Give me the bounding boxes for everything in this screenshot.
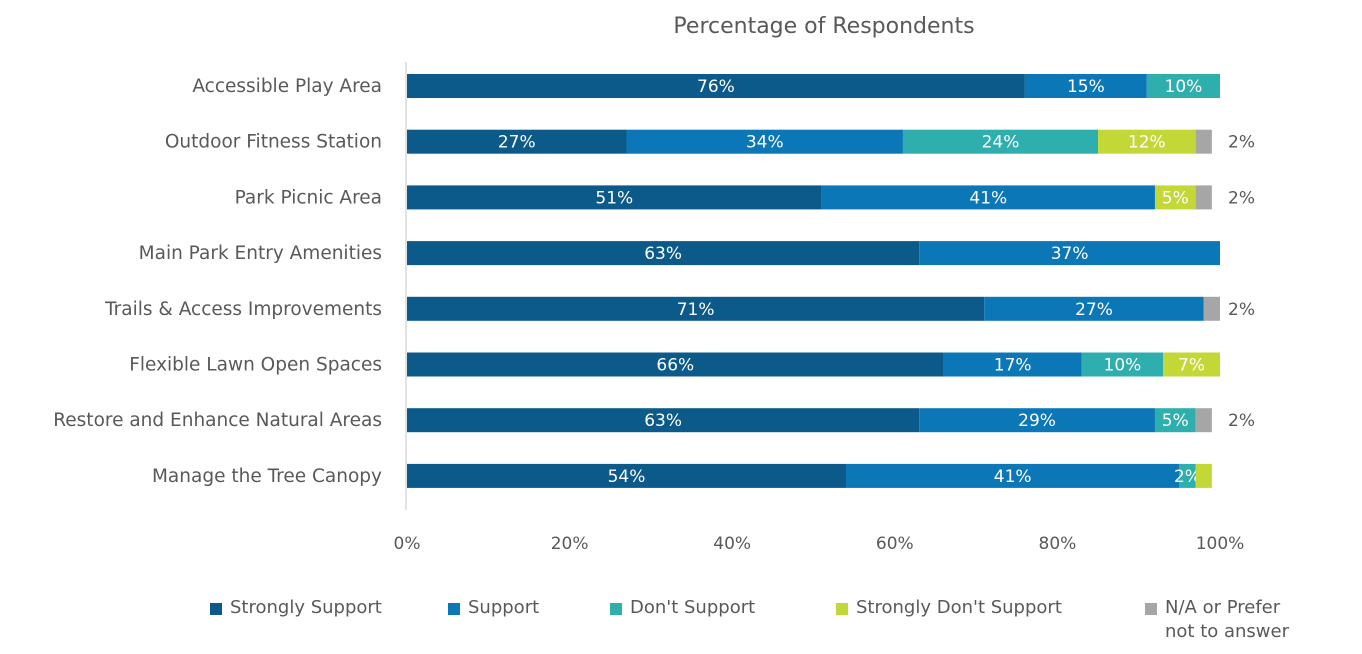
bar-segment [1024, 74, 1147, 98]
legend-swatch [836, 603, 848, 615]
bar-segment [407, 463, 847, 488]
x-tick-label: 20% [551, 534, 589, 554]
legend-item: Don't Support [610, 596, 755, 620]
bar-segment [902, 129, 1099, 154]
data-label: 27% [1075, 300, 1113, 320]
bar-segment [919, 241, 1220, 266]
data-label: 41% [969, 188, 1007, 208]
x-tick-label: 80% [1039, 534, 1077, 554]
bar-segment [407, 296, 985, 321]
legend-label: Support [468, 597, 540, 618]
x-tick-label: 0% [394, 534, 421, 554]
bar-segment [407, 241, 920, 266]
bar-segment [1163, 352, 1220, 377]
legend-label: Strongly Don't Support [856, 597, 1062, 618]
category-label: Park Picnic Area [235, 187, 382, 208]
x-tick-label: 40% [713, 534, 751, 554]
data-label: 7% [1178, 356, 1205, 376]
bar-segment [407, 185, 822, 210]
bar-segment [984, 296, 1204, 321]
category-label: Trails & Access Improvements [104, 299, 382, 320]
data-label: 15% [1067, 77, 1105, 97]
data-label: 41% [994, 467, 1032, 487]
bar-segment [943, 352, 1082, 377]
legend-item: Strongly Support [210, 596, 382, 620]
legend-item: Strongly Don't Support [836, 596, 1062, 620]
data-label: 34% [746, 133, 784, 153]
data-label: 54% [608, 467, 646, 487]
data-label: 76% [697, 77, 735, 97]
data-label: 10% [1104, 356, 1142, 376]
data-label: 17% [994, 356, 1032, 376]
legend-swatch [448, 603, 460, 615]
data-label: 2% [1228, 133, 1255, 153]
bar-segment [1154, 408, 1196, 433]
bar-segment [1179, 463, 1196, 488]
legend-swatch [610, 603, 622, 615]
data-label: 5% [1162, 411, 1189, 431]
legend-swatch [1145, 603, 1157, 615]
bar-segment [407, 129, 627, 154]
category-label: Outdoor Fitness Station [165, 132, 382, 153]
data-label: 27% [498, 133, 536, 153]
legend-swatch [210, 603, 222, 615]
data-label: 51% [595, 188, 633, 208]
bar-segment [1081, 352, 1164, 377]
legend-label: Don't Support [630, 597, 756, 618]
bar-segment [407, 74, 1025, 98]
bar-segment [1154, 185, 1196, 210]
data-label: 37% [1051, 244, 1089, 264]
x-tick-label: 60% [876, 534, 914, 554]
category-label: Restore and Enhance Natural Areas [53, 410, 382, 431]
bar-segment [1098, 129, 1196, 154]
data-label: 2% [1174, 467, 1201, 487]
data-label: 2% [1228, 188, 1255, 208]
category-label: Accessible Play Area [192, 76, 382, 97]
x-tick-label: 100% [1196, 534, 1245, 554]
data-label: 12% [1128, 133, 1166, 153]
data-label: 5% [1162, 188, 1189, 208]
bar-segment [1195, 463, 1212, 488]
bar-segment [919, 408, 1155, 433]
bar-segment [1195, 185, 1212, 210]
plot-area: Accessible Play Area 76% 15% 10% Outdoor Fit… [53, 62, 1255, 554]
data-label: 71% [677, 300, 715, 320]
bar-segment [626, 129, 903, 154]
bar-segment [821, 185, 1155, 210]
bar-segment [407, 408, 920, 433]
legend-label: N/A or Prefer not to answer [1165, 597, 1290, 642]
data-label: 29% [1018, 411, 1056, 431]
data-label: 10% [1165, 77, 1203, 97]
bar-segment [1195, 408, 1212, 433]
data-label: 2% [1228, 300, 1255, 320]
bar-segment [407, 352, 944, 377]
data-label: 66% [656, 356, 694, 376]
category-label: Manage the Tree Canopy [152, 466, 382, 487]
data-label: 63% [644, 244, 682, 264]
stacked-bar-chart: Percentage of Respondents Accessible Pla… [53, 14, 1255, 554]
bar-segment [846, 463, 1180, 488]
data-label: 2% [1228, 411, 1255, 431]
data-label: 24% [982, 133, 1020, 153]
category-label: Flexible Lawn Open Spaces [129, 355, 382, 376]
category-label: Main Park Entry Amenities [139, 243, 382, 264]
bar-segment [1146, 74, 1220, 98]
data-label: 63% [644, 411, 682, 431]
bar-segment [1195, 129, 1212, 154]
chart-title: Percentage of Respondents [673, 14, 974, 39]
bar-segment [1203, 296, 1220, 321]
legend-item: N/A or Prefer not to answer [1145, 596, 1300, 644]
legend-item: Support [448, 596, 539, 620]
legend: Strongly Support Support Don't Support Stro… [210, 596, 1350, 654]
legend-label: Strongly Support [230, 597, 382, 618]
